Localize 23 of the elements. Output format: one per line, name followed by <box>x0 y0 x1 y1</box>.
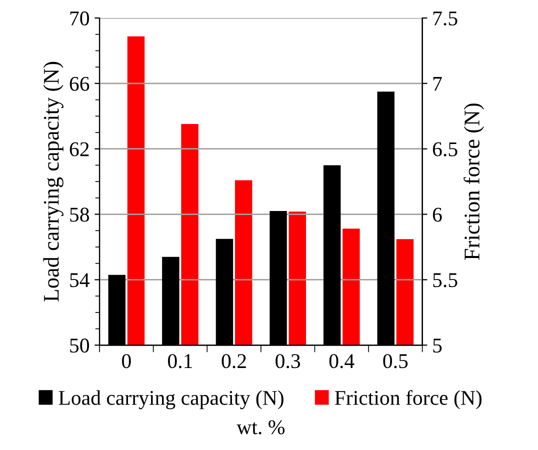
y2-tick-label: 7 <box>433 77 442 91</box>
y2-axis-title: Friction force (N) <box>464 104 484 260</box>
y-tick-label: 66 <box>70 76 90 91</box>
x-tick-label: 0.3 <box>276 354 300 368</box>
x-tick-label: 0.1 <box>168 354 192 368</box>
x-tick-label: 0.2 <box>222 354 246 368</box>
y-tick-label: 70 <box>70 11 90 26</box>
y2-tick-label: 5 <box>433 338 442 353</box>
y-tick-label: 54 <box>70 273 90 288</box>
y-axis-title: Load carrying capacity (N) <box>43 62 64 302</box>
y2-tick-label: 6.5 <box>432 142 458 156</box>
x-axis-title: wt. % <box>236 420 285 434</box>
y2-tick-label: 6 <box>432 208 442 222</box>
legend-label: Friction force (N) <box>334 390 482 410</box>
y-tick-label: 62 <box>70 142 89 156</box>
y-tick-label: 58 <box>70 208 90 222</box>
y2-tick-label: 5.5 <box>433 273 458 288</box>
y2-tick-label: 7.5 <box>433 12 458 26</box>
x-tick-label: 0 <box>122 354 131 368</box>
legend-label: Load carrying capacity (N) <box>58 390 284 410</box>
y-tick-label: 50 <box>70 338 90 353</box>
x-tick-label: 0.4 <box>329 354 354 368</box>
x-tick-label: 0.5 <box>383 354 408 368</box>
